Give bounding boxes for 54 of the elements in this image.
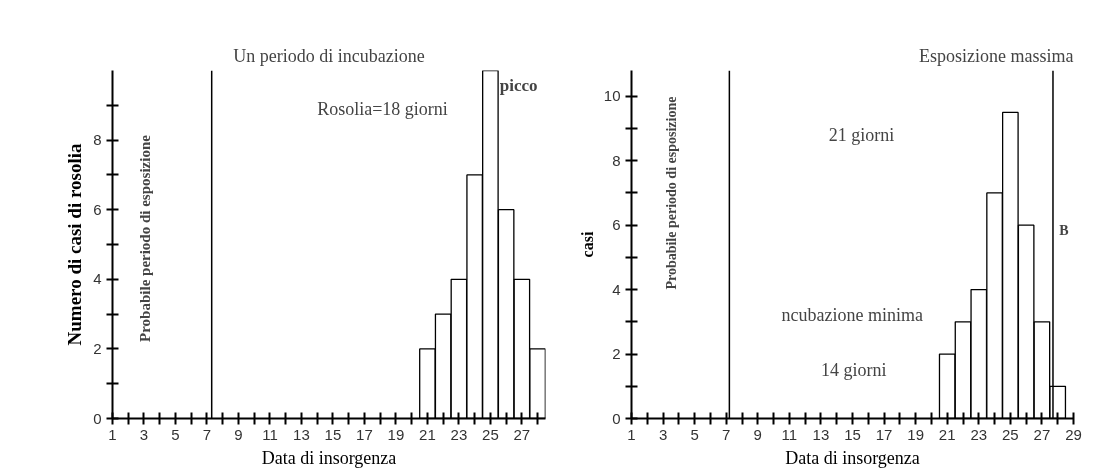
x-tick-label: 27 [513,425,531,443]
annotation: Probabile periodo di esposizione [663,96,679,290]
x-tick-label: 5 [171,425,180,443]
x-tick-label: 9 [753,425,762,443]
y-tick-label: 4 [93,270,102,288]
x-tick-label: 21 [938,425,956,443]
x-tick-label: 11 [262,425,278,443]
y-tick-label: 0 [93,409,102,427]
annotation: 21 giorni [828,124,895,145]
x-tick-label: 13 [812,425,830,443]
chart-title: Un periodo di incubazione [233,45,425,66]
x-tick-label: 23 [970,425,988,443]
x-axis-title: Data di insorgenza [785,447,920,468]
x-tick-label: 15 [324,425,342,443]
annotation: picco [499,75,538,95]
x-tick-label: 21 [419,425,436,443]
annotation: B [1059,223,1069,239]
x-tick-label: 5 [690,425,699,443]
chart-title: Esposizione massima [919,45,1074,66]
x-tick-label: 7 [202,425,212,443]
x-tick-label: 7 [722,425,731,443]
x-tick-label: 9 [234,425,243,443]
x-tick-label: 15 [844,425,861,443]
x-tick-label: 1 [108,425,117,443]
y-axis-title: Numero di casi di rosolia [64,143,86,346]
y-tick-label: 8 [612,151,621,169]
y-tick-label: 2 [612,345,621,363]
x-tick-label: 19 [907,425,924,443]
y-tick-label: 6 [93,200,102,218]
x-axis-title: Data di insorgenza [261,447,397,468]
annotation: Rosolia=18 giorni [317,99,448,120]
x-tick-label: 1 [627,425,636,443]
x-tick-label: 19 [387,425,405,443]
y-tick-label: 6 [612,216,621,234]
y-axis-title: casi [578,231,596,258]
y-tick-label: 8 [93,131,102,149]
y-tick-label: 2 [93,339,102,357]
annotation: Probabile periodo di esposizione [137,134,154,342]
x-tick-label: 17 [875,425,893,443]
x-tick-label: 27 [1033,425,1051,443]
x-tick-label: 13 [293,425,310,443]
y-tick-label: 4 [612,280,621,298]
x-tick-label: 29 [1065,425,1082,443]
x-tick-label: 11 [781,425,798,443]
x-tick-label: 25 [482,425,499,443]
y-tick-label: 10 [603,87,621,105]
x-tick-label: 3 [658,425,668,443]
x-tick-label: 23 [450,425,468,443]
annotation: 14 giorni [820,359,887,380]
x-tick-label: 17 [356,425,373,443]
x-tick-label: 25 [1002,425,1019,443]
y-tick-label: 0 [612,409,621,427]
x-tick-label: 3 [139,425,149,443]
annotation: ncubazione minima [781,305,923,326]
